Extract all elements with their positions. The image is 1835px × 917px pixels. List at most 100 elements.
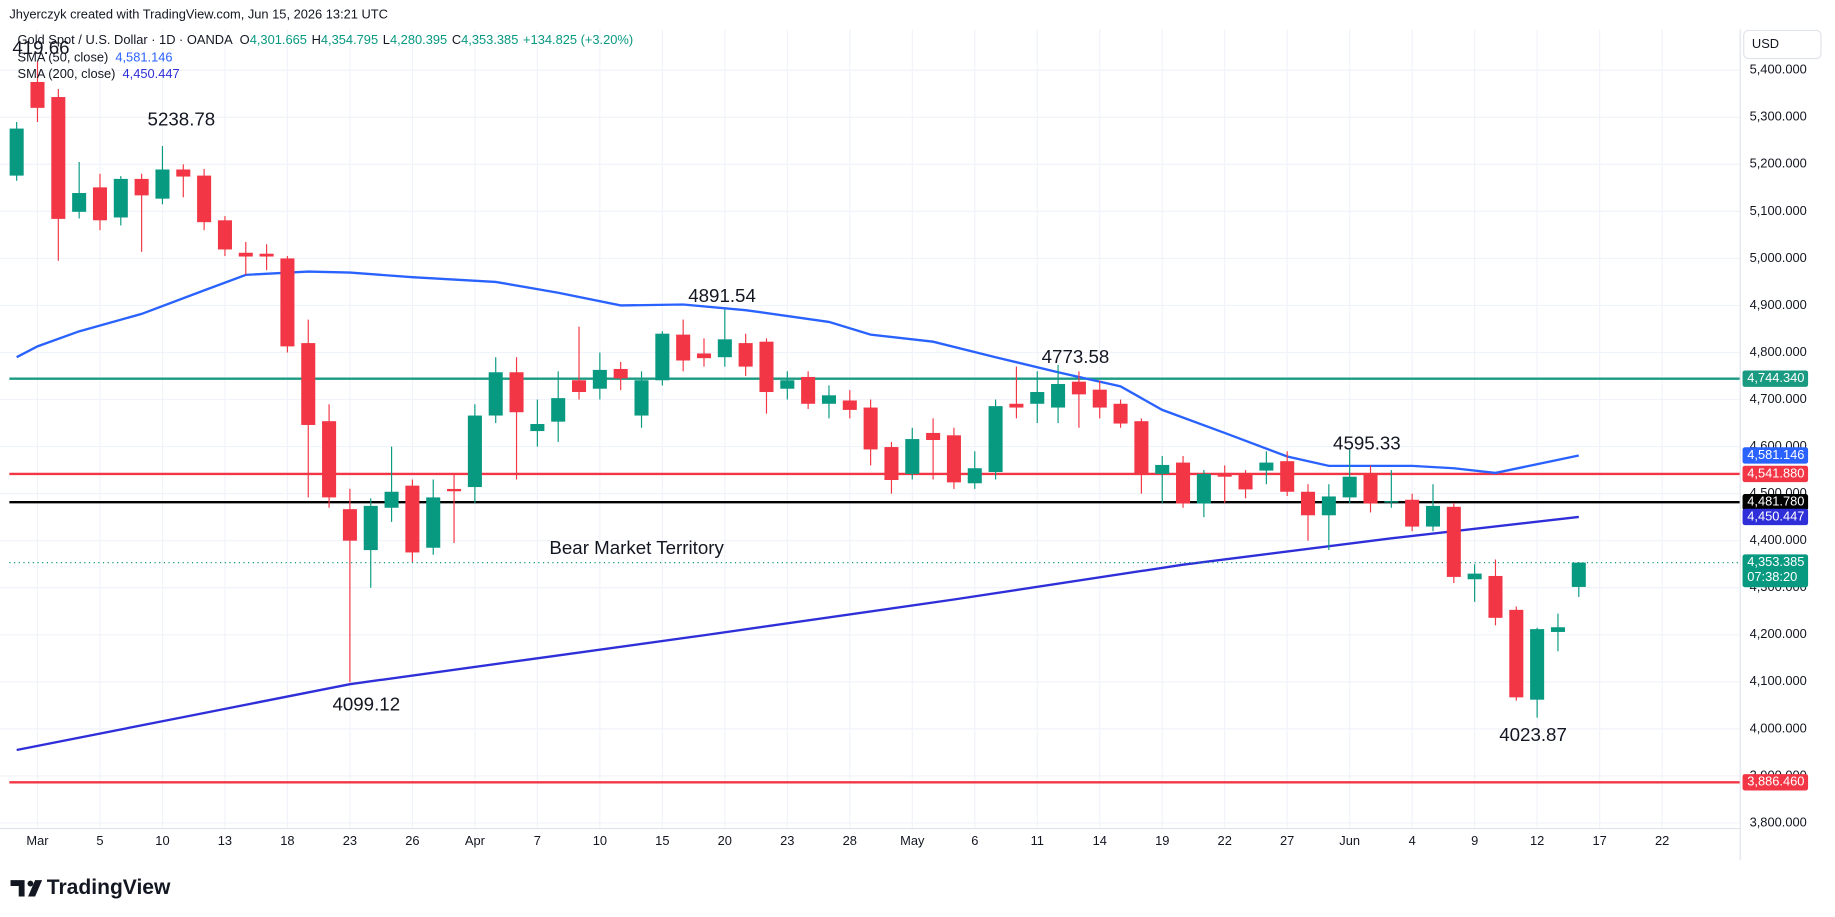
candle-body: [30, 81, 45, 108]
x-tick-label: 5: [96, 833, 103, 848]
candle-body: [405, 485, 420, 553]
candle-body: [1363, 473, 1378, 504]
candle-body: [1571, 562, 1586, 587]
candle-body: [801, 376, 816, 404]
y-tick-label: 4,400.000: [1750, 532, 1807, 547]
annotation: 4773.58: [1042, 346, 1110, 367]
price-tag: [1742, 494, 1809, 511]
candle-body: [676, 334, 691, 361]
indicator-value: 4,450.447: [122, 66, 179, 81]
annotation: 5238.78: [148, 109, 216, 130]
ohlc-value: 4,353.385: [461, 32, 518, 47]
x-tick-label: 14: [1093, 833, 1107, 848]
x-tick-label: 15: [655, 833, 669, 848]
candle-body: [280, 258, 295, 347]
candle-body: [1155, 464, 1170, 474]
candle-body: [1446, 506, 1461, 577]
candle-body: [946, 435, 961, 483]
candle-body: [842, 400, 857, 410]
x-tick-label: 12: [1530, 833, 1544, 848]
candle-body: [988, 406, 1003, 472]
candle-body: [926, 432, 941, 441]
candle-body: [155, 169, 170, 199]
candle-body: [967, 468, 982, 484]
annotation: 419.66: [12, 37, 69, 58]
candle-body: [613, 368, 628, 379]
x-tick-label: 19: [1155, 833, 1169, 848]
y-tick-label: 5,200.000: [1750, 156, 1807, 171]
y-tick-label: 4,900.000: [1750, 297, 1807, 312]
x-tick-label: 18: [280, 833, 294, 848]
candle-body: [197, 175, 212, 223]
symbol: Gold Spot / U.S. Dollar · 1D · OANDA: [18, 32, 234, 47]
x-tick-label: Apr: [465, 833, 486, 848]
y-tick-label: 5,000.000: [1750, 250, 1807, 265]
candle-body: [1425, 505, 1441, 527]
x-tick-label: 22: [1655, 833, 1669, 848]
x-tick-label: 10: [593, 833, 607, 848]
x-tick-label: 13: [218, 833, 232, 848]
candle-body: [113, 178, 128, 218]
candle-body: [634, 380, 649, 416]
candle-body: [1259, 462, 1274, 471]
candle-body: [1134, 421, 1149, 474]
ohlc-key: L: [383, 32, 390, 47]
candle-body: [1488, 575, 1503, 618]
candle-body: [51, 97, 66, 219]
candle-body: [447, 488, 462, 492]
x-tick-label: 17: [1592, 833, 1606, 848]
candle-body: [1321, 496, 1336, 516]
candle-body: [592, 369, 607, 389]
ohlc-key: H: [312, 32, 321, 47]
candle-body: [572, 380, 587, 393]
indicator-name: SMA (200, close): [18, 66, 116, 81]
credit: Jhyerczyk created with TradingView.com, …: [9, 7, 388, 22]
candle-body: [1467, 573, 1482, 580]
logo: TradingView: [10, 876, 171, 899]
candle-body: [363, 505, 378, 551]
price-tag: [1742, 370, 1809, 387]
candle-body: [1071, 381, 1086, 395]
price-tag: [1742, 554, 1809, 588]
candle-body: [905, 439, 920, 474]
candle-body: [759, 341, 774, 393]
y-tick-label: 4,100.000: [1750, 673, 1807, 688]
candle-body: [1405, 499, 1420, 527]
currency[interactable]: USD: [1752, 36, 1779, 51]
candle-body: [1550, 627, 1565, 632]
candle-body: [530, 424, 545, 432]
x-tick-label: 6: [971, 833, 978, 848]
candle-body: [738, 343, 753, 367]
candle-body: [1092, 389, 1107, 408]
x-tick-label: 23: [780, 833, 794, 848]
annotation: 4023.87: [1499, 724, 1567, 745]
indicator-name: SMA (50, close): [18, 50, 109, 65]
countdown: 07:38:20: [1747, 569, 1797, 584]
candle-body: [696, 353, 712, 359]
y-tick-label: 5,400.000: [1750, 62, 1807, 77]
price-tag: [1742, 774, 1809, 791]
y-tick-label: 4,800.000: [1750, 344, 1807, 359]
candle-body: [1009, 403, 1024, 408]
sma-line: [16, 270, 1580, 475]
sma-line: [16, 515, 1579, 752]
ohlc-value: 4,354.795: [321, 32, 378, 47]
x-tick-label: Mar: [26, 833, 49, 848]
x-tick-label: May: [900, 833, 925, 848]
currency-box[interactable]: [1743, 29, 1822, 60]
y-tick-label: 4,200.000: [1750, 626, 1807, 641]
annotation: 4891.54: [688, 285, 756, 306]
price-tag-label: 4,541.880: [1747, 465, 1804, 480]
candle-body: [717, 339, 732, 358]
legend-sma50: SMA (50, close) 4,581.146: [18, 50, 173, 65]
x-tick-label: 26: [405, 833, 419, 848]
price-tag-label: 4,581.146: [1747, 447, 1804, 462]
price-tag-label: 4,744.340: [1747, 370, 1804, 385]
price-tag: [1742, 465, 1809, 483]
ohlc-key: C: [452, 32, 461, 47]
candle-body: [884, 447, 899, 480]
candle-body: [1300, 491, 1316, 516]
candle-body: [1113, 403, 1128, 424]
x-tick-label: 10: [155, 833, 169, 848]
change: +134.825 (+3.20%): [523, 32, 633, 47]
